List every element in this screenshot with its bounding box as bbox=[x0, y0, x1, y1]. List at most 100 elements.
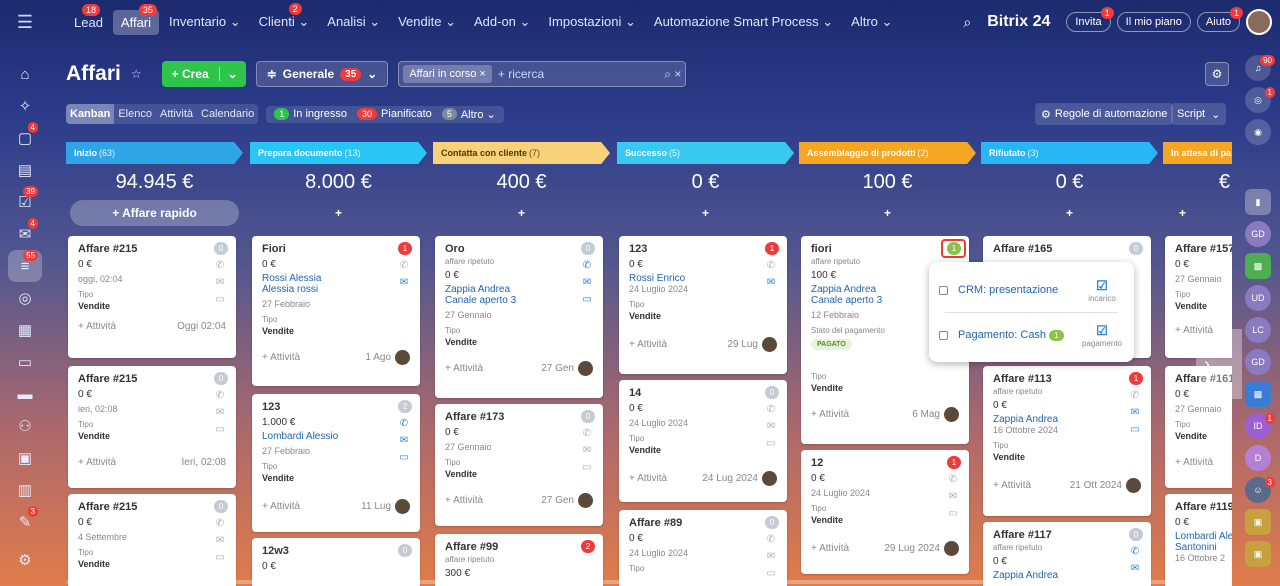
mail-icon[interactable]: ✉ bbox=[215, 277, 225, 288]
responsible-avatar[interactable] bbox=[944, 407, 959, 422]
responsible-avatar[interactable] bbox=[762, 337, 777, 352]
deal-title[interactable]: Affare #173 bbox=[445, 411, 505, 423]
column-header[interactable]: Contatta con cliente (7) bbox=[433, 142, 610, 164]
chat-icon[interactable]: ▭ bbox=[1130, 424, 1140, 435]
deal-card[interactable]: Affare #117 0 affare ripetuto 0 € Zappia… bbox=[983, 522, 1151, 586]
nav-inventario[interactable]: Inventario ⌄ bbox=[169, 14, 241, 29]
deal-source-link[interactable]: Canale aperto 3 bbox=[445, 295, 517, 306]
deal-title[interactable]: Affare #215 bbox=[78, 243, 138, 255]
mail-icon[interactable]: ✉ bbox=[1130, 407, 1140, 418]
nav-affari[interactable]: Affari 35 bbox=[112, 3, 160, 35]
mail-icon[interactable]: ✉ bbox=[582, 445, 592, 456]
counter-other[interactable]: 5 Altro ⌄ bbox=[441, 108, 496, 121]
mail-icon[interactable]: ✉ bbox=[215, 535, 225, 546]
responsible-avatar[interactable] bbox=[395, 499, 410, 514]
counter-planned[interactable]: 30 Pianificato bbox=[357, 108, 432, 120]
nav-lead[interactable]: Lead 18 bbox=[66, 3, 111, 35]
deal-title[interactable]: Affare #161 bbox=[1175, 373, 1232, 385]
contact-box2-icon[interactable]: ▣ bbox=[1245, 541, 1271, 567]
file-icon[interactable]: ▭ bbox=[17, 354, 33, 371]
responsible-avatar[interactable] bbox=[1126, 478, 1141, 493]
contact-lc-icon[interactable]: LC bbox=[1245, 317, 1271, 343]
deal-title[interactable]: 123 bbox=[262, 401, 281, 413]
phone-icon[interactable]: ✆ bbox=[948, 474, 958, 485]
popup-item-label[interactable]: Pagamento: Cash 1 bbox=[958, 329, 1070, 341]
contact-avatar-icon[interactable]: ☺ 3 bbox=[1245, 477, 1275, 503]
deal-card[interactable]: 123 1 0 € Rossi Enrico 24 Luglio 2024 Ti… bbox=[619, 236, 787, 374]
chat-icon[interactable]: ▭ bbox=[215, 552, 225, 563]
store-icon[interactable]: ▬ bbox=[17, 385, 33, 403]
user-avatar[interactable] bbox=[1246, 9, 1272, 35]
add-deal-button[interactable]: + bbox=[334, 206, 342, 220]
nav-vendite[interactable]: Vendite ⌄ bbox=[398, 14, 456, 29]
mail-icon[interactable]: ✉ bbox=[215, 407, 225, 418]
column-header[interactable]: Prepara documento (13) bbox=[250, 142, 427, 164]
script-button[interactable]: Script ⌄ bbox=[1171, 103, 1227, 125]
phone-icon[interactable]: ✆ bbox=[766, 404, 776, 415]
deal-title[interactable]: Affare #165 bbox=[993, 243, 1053, 255]
phone-icon[interactable]: ✆ bbox=[215, 260, 225, 271]
contact-id-icon[interactable]: ID 1 bbox=[1245, 413, 1275, 439]
copilot-icon[interactable]: ◎ 1 bbox=[1245, 87, 1275, 113]
sites-icon[interactable]: ✎ 3 bbox=[8, 506, 42, 538]
filter-preset-button[interactable]: ≑ Generale 35 ⌄ bbox=[255, 61, 389, 87]
mail-icon[interactable]: ✉ bbox=[399, 435, 409, 446]
flow-icon[interactable]: ✧ bbox=[18, 98, 32, 115]
chat-list-icon[interactable]: ◉ bbox=[1245, 119, 1271, 145]
phone-icon[interactable]: ✆ bbox=[399, 418, 409, 429]
phone-icon[interactable]: ✆ bbox=[399, 260, 409, 271]
add-activity-link[interactable]: + Attività bbox=[629, 339, 668, 350]
mail-icon[interactable]: ✉ 4 bbox=[8, 218, 42, 250]
nav-analisi[interactable]: Analisi ⌄ bbox=[327, 14, 381, 29]
docs-icon[interactable]: ▤ bbox=[17, 162, 33, 179]
deal-title[interactable]: 12 bbox=[811, 457, 824, 469]
menu-icon[interactable]: ☰ bbox=[16, 11, 34, 32]
phone-icon[interactable]: ✆ bbox=[1130, 390, 1140, 401]
add-activity-link[interactable]: + Attività bbox=[262, 501, 301, 512]
contact-d-icon[interactable]: D bbox=[1245, 445, 1271, 471]
add-deal-button[interactable]: + bbox=[701, 206, 709, 220]
nav-addon[interactable]: Add-on ⌄ bbox=[473, 14, 531, 29]
column-header[interactable]: Rifiutato (3) bbox=[981, 142, 1158, 164]
responsible-avatar[interactable] bbox=[578, 361, 593, 376]
checkbox[interactable] bbox=[939, 330, 948, 340]
contact-gd-icon[interactable]: GD bbox=[1245, 221, 1271, 247]
contact-box-icon[interactable]: ▣ bbox=[1245, 509, 1271, 535]
bookmark-icon[interactable]: ▮ bbox=[1245, 189, 1271, 215]
responsible-avatar[interactable] bbox=[762, 471, 777, 486]
deal-card[interactable]: Affare #215 0 0 € ieri, 02:08 Tipo Vendi… bbox=[68, 366, 236, 488]
active-filter-tag[interactable]: Affari in corso × bbox=[403, 65, 492, 83]
meeting-icon[interactable]: ▣ bbox=[17, 450, 33, 467]
chat-icon[interactable]: ▭ bbox=[582, 462, 592, 473]
responsible-avatar[interactable] bbox=[944, 541, 959, 556]
deal-contact-link[interactable]: Lombardi Ale bbox=[1175, 531, 1232, 542]
deal-card[interactable]: 12w3 0 0 € bbox=[252, 538, 420, 586]
deal-title[interactable]: Affare #113 bbox=[993, 373, 1052, 385]
deal-card[interactable]: Affare #119 0 € Lombardi Ale Santonini 1… bbox=[1165, 494, 1232, 586]
nav-clienti[interactable]: Clienti ⌄ 2 bbox=[251, 3, 318, 35]
deal-title[interactable]: Affare #89 bbox=[629, 517, 683, 529]
gear-icon[interactable]: ⚙ bbox=[1205, 62, 1229, 86]
add-activity-link[interactable]: + Attività bbox=[811, 543, 850, 554]
add-deal-button[interactable]: + bbox=[883, 206, 891, 220]
deal-contact-link[interactable]: Rossi Alessia bbox=[262, 273, 322, 284]
deal-contact-link[interactable]: Zappia Andrea bbox=[993, 570, 1059, 581]
nav-altro[interactable]: Altro ⌄ bbox=[851, 14, 893, 29]
people-icon[interactable]: ⚇ bbox=[18, 418, 32, 435]
chat-icon[interactable]: ▭ bbox=[766, 438, 776, 449]
deal-company-link[interactable]: Santonini bbox=[1175, 542, 1217, 553]
phone-icon[interactable]: ✆ bbox=[582, 260, 592, 271]
add-activity-link[interactable]: + Attività bbox=[445, 363, 484, 374]
deal-card[interactable]: 12 1 0 € 24 Luglio 2024 Tipo Vendite + A… bbox=[801, 450, 969, 574]
schedule-icon[interactable]: ▥ bbox=[17, 482, 33, 499]
deal-counter-badge[interactable]: 1 bbox=[947, 242, 961, 255]
deal-card[interactable]: Affare #157 0 € 27 Gennaio Tipo Vendite … bbox=[1165, 236, 1232, 358]
deal-card[interactable]: Affare #99 2 affare ripetuto 300 € bbox=[435, 534, 603, 586]
add-activity-link[interactable]: + Attività bbox=[262, 352, 301, 363]
add-deal-button[interactable]: + bbox=[517, 206, 525, 220]
add-activity-link[interactable]: + Attività bbox=[1175, 457, 1214, 468]
deal-title[interactable]: Affare #215 bbox=[78, 373, 138, 385]
mail-icon[interactable]: ✉ bbox=[766, 421, 776, 432]
help-button[interactable]: Aiuto 1 bbox=[1196, 7, 1243, 32]
create-button[interactable]: + Crea ⌄ bbox=[161, 61, 246, 87]
